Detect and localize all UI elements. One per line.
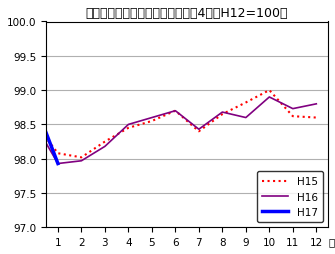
Title: 生鮮食品を除く総合指数の動き　4市（H12=100）: 生鮮食品を除く総合指数の動き 4市（H12=100） (86, 7, 288, 20)
Line: H15: H15 (35, 91, 316, 158)
H15 (173, 110, 177, 113)
H15 (126, 127, 130, 130)
H16 (291, 108, 295, 111)
H15 (291, 115, 295, 118)
H16 (32, 122, 37, 125)
H16 (220, 111, 224, 114)
H15 (244, 102, 248, 105)
H15 (32, 122, 37, 125)
H15 (220, 113, 224, 116)
H16 (244, 117, 248, 120)
H15 (150, 120, 154, 123)
H16 (79, 160, 83, 163)
H15 (79, 156, 83, 159)
H16 (103, 145, 107, 148)
H15 (267, 89, 271, 92)
H15 (197, 130, 201, 133)
H17 (32, 102, 37, 105)
Legend: H15, H16, H17: H15, H16, H17 (257, 172, 323, 222)
H16 (173, 110, 177, 113)
H15 (314, 117, 318, 120)
H16 (314, 103, 318, 106)
H15 (103, 140, 107, 144)
Line: H16: H16 (35, 98, 316, 164)
Line: H17: H17 (35, 103, 58, 164)
H16 (126, 123, 130, 126)
H16 (267, 96, 271, 99)
H17 (56, 162, 60, 165)
H15 (56, 152, 60, 155)
H16 (56, 162, 60, 165)
Text: 月: 月 (328, 236, 335, 246)
H16 (197, 128, 201, 131)
H16 (150, 117, 154, 120)
